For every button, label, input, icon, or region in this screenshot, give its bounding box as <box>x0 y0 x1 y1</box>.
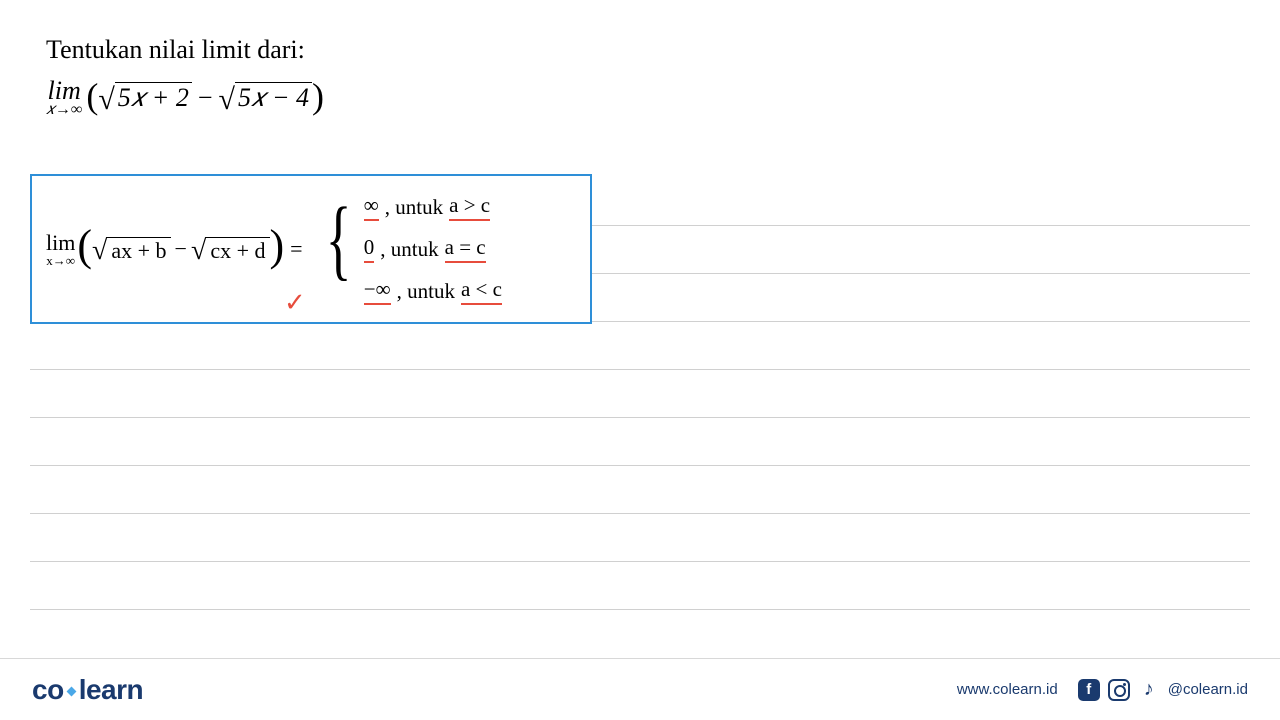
tiktok-icon: ♪ <box>1138 679 1160 701</box>
radical-icon: √ <box>219 83 235 117</box>
brace-icon: { <box>325 188 351 291</box>
ruled-line <box>30 370 1250 418</box>
close-paren: ) <box>312 75 324 117</box>
formula-lim: lim x→∞ <box>46 232 75 267</box>
logo: co learn <box>32 674 143 706</box>
formula-close-paren: ) <box>270 220 285 271</box>
ruled-line <box>30 514 1250 562</box>
checkmark-icon: ✓ <box>284 288 306 318</box>
case-cond: a < c <box>461 277 502 305</box>
case-untuk: , untuk <box>380 237 438 262</box>
limit-expression: lim 𝑥→∞ ( √ 5𝑥 + 2 − √ 5𝑥 − 4 ) <box>46 77 1234 119</box>
formula-radicand-a: ax + b <box>107 237 170 264</box>
ruled-line <box>30 322 1250 370</box>
case-value: −∞ <box>364 277 391 305</box>
case-cond: a > c <box>449 193 490 221</box>
case-row: 0 , untuk a = c <box>364 235 502 263</box>
radicand-2: 5𝑥 − 4 <box>235 82 312 114</box>
formula-open-paren: ( <box>77 220 92 271</box>
question-title: Tentukan nilai limit dari: <box>46 35 1234 65</box>
footer-right: www.colearn.id f ♪ @colearn.id <box>957 679 1248 701</box>
formula-minus: − <box>175 236 187 262</box>
ruled-line <box>30 562 1250 610</box>
case-value: 0 <box>364 235 375 263</box>
social-handle: @colearn.id <box>1168 681 1248 698</box>
logo-co: co <box>32 674 64 706</box>
formula-sqrt-b: √ cx + d <box>191 233 270 265</box>
footer: co learn www.colearn.id f ♪ @colearn.id <box>0 658 1280 720</box>
radicand-1: 5𝑥 + 2 <box>115 82 192 114</box>
social-icons: f ♪ @colearn.id <box>1078 679 1248 701</box>
case-untuk: , untuk <box>397 279 455 304</box>
formula-equals: = <box>290 236 302 262</box>
open-paren: ( <box>86 75 98 117</box>
radical-icon: √ <box>92 235 107 267</box>
sqrt-1: √ 5𝑥 + 2 <box>98 81 192 115</box>
formula-lim-sub: x→∞ <box>46 254 75 267</box>
sqrt-2: √ 5𝑥 − 4 <box>219 81 313 115</box>
case-untuk: , untuk <box>385 195 443 220</box>
radical-icon: √ <box>98 83 114 117</box>
formula-radicand-b: cx + d <box>206 237 269 264</box>
logo-learn: learn <box>79 674 143 706</box>
ruled-line <box>30 418 1250 466</box>
formula-lhs: lim x→∞ ( √ ax + b − √ cx + d ) = <box>46 224 309 275</box>
lim-subscript: 𝑥→∞ <box>46 102 82 118</box>
ruled-line <box>30 466 1250 514</box>
case-value: ∞ <box>364 193 379 221</box>
facebook-icon: f <box>1078 679 1100 701</box>
formula-sqrt-a: √ ax + b <box>92 233 171 265</box>
formula-box: lim x→∞ ( √ ax + b − √ cx + d ) = { ∞ , … <box>30 174 592 324</box>
minus-sign: − <box>198 83 213 113</box>
case-row: ∞ , untuk a > c <box>364 193 502 221</box>
lim-block: lim 𝑥→∞ <box>46 78 82 118</box>
formula-cases: ∞ , untuk a > c 0 , untuk a = c −∞ , unt… <box>364 193 502 305</box>
radical-icon: √ <box>191 235 206 267</box>
website-url: www.colearn.id <box>957 681 1058 698</box>
instagram-icon <box>1108 679 1130 701</box>
case-row: −∞ , untuk a < c <box>364 277 502 305</box>
formula-lim-label: lim <box>46 232 75 254</box>
logo-dot-icon <box>66 686 76 696</box>
case-cond: a = c <box>445 235 486 263</box>
